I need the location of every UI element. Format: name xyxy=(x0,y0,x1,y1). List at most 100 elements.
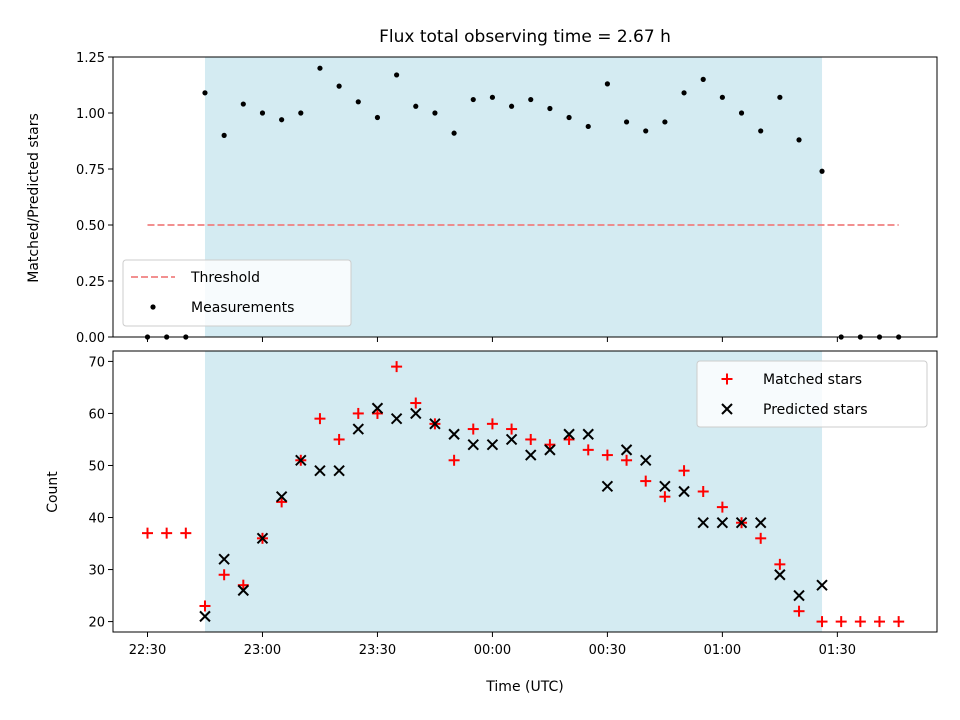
legend-threshold-label: Threshold xyxy=(190,270,260,286)
predicted-star-stroke-b xyxy=(816,579,828,591)
predicted-star-point xyxy=(467,438,479,451)
measurement-point xyxy=(508,103,515,109)
measurement-point xyxy=(623,119,630,125)
matched-star-point xyxy=(621,454,633,466)
predicted-star-stroke-b xyxy=(429,418,441,430)
measurement-point xyxy=(547,105,553,112)
predicted-star-point xyxy=(486,438,499,451)
measurement-point xyxy=(394,72,400,78)
matched-star-point xyxy=(237,579,249,591)
matched-star-point xyxy=(410,397,422,409)
measurement-point xyxy=(374,114,381,121)
matched-star-point xyxy=(371,407,383,419)
predicted-star-stroke-b xyxy=(716,517,729,529)
predicted-star-point xyxy=(525,449,537,461)
bottom-y-tick-label: 20 xyxy=(88,616,105,631)
predicted-star-stroke-b xyxy=(295,454,307,466)
measurement-point xyxy=(566,114,572,121)
matched-star-point xyxy=(352,407,364,419)
bottom-plot-frame xyxy=(112,350,938,633)
predicted-star-stroke-b xyxy=(448,428,460,440)
measurement-point xyxy=(528,96,534,103)
predicted-star-point xyxy=(620,444,633,456)
predicted-star-stroke-b xyxy=(333,464,345,477)
chart-title: Flux total observing time = 2.67 h xyxy=(379,27,671,47)
x-tick-label: 01:00 xyxy=(704,643,741,658)
measurement-point xyxy=(317,65,323,71)
measurement-point xyxy=(662,119,668,125)
predicted-star-stroke-b xyxy=(601,480,614,493)
predicted-star-point xyxy=(601,480,614,493)
matched-star-point xyxy=(854,616,866,628)
measurement-point xyxy=(719,94,725,100)
predicted-star-point xyxy=(429,418,441,430)
predicted-star-point xyxy=(371,402,384,414)
matched-star-point xyxy=(893,616,905,628)
predicted-star-stroke-b xyxy=(371,402,384,414)
measurement-point xyxy=(777,94,783,100)
predicted-star-stroke-b xyxy=(640,454,652,466)
predicted-star-point xyxy=(333,464,345,477)
x-axis-label: Time (UTC) xyxy=(485,679,563,695)
legend-predicted-swatch xyxy=(721,403,733,415)
matched-star-point xyxy=(276,496,288,508)
predicted-star-point xyxy=(640,454,652,466)
predicted-star-stroke-b xyxy=(659,480,671,493)
predicted-star-stroke-b xyxy=(678,485,690,498)
measurement-point xyxy=(336,83,342,89)
top-y-tick-label: 0.00 xyxy=(76,331,105,346)
top-y-tick-label: 0.25 xyxy=(76,275,105,290)
matched-star-point xyxy=(448,454,460,466)
matched-star-point xyxy=(793,605,805,617)
x-tick-label: 23:00 xyxy=(244,643,281,658)
predicted-star-point xyxy=(678,485,690,498)
predicted-star-point xyxy=(256,532,269,545)
matched-star-point xyxy=(544,439,556,451)
legend-predicted-stroke-b xyxy=(721,403,733,415)
measurement-point xyxy=(355,99,361,105)
x-tick-label: 22:30 xyxy=(129,643,166,658)
matched-star-point xyxy=(161,527,173,539)
predicted-star-point xyxy=(199,610,211,623)
predicted-star-point xyxy=(582,428,594,440)
x-tick-label: 01:30 xyxy=(819,643,856,658)
predicted-star-stroke-b xyxy=(199,610,211,623)
matched-star-point xyxy=(874,616,886,628)
measurement-point xyxy=(796,137,802,143)
predicted-star-point xyxy=(563,428,575,440)
measurement-point xyxy=(819,168,825,174)
top-y-tick-label: 0.75 xyxy=(76,163,105,178)
predicted-star-stroke-b xyxy=(505,433,518,446)
top-y-tick-label: 1.00 xyxy=(76,107,105,122)
measurement-point xyxy=(259,110,266,116)
top-plot-frame xyxy=(112,56,938,338)
x-tick-label: 23:30 xyxy=(359,643,396,658)
measurement-point xyxy=(738,110,745,116)
matched-star-point xyxy=(816,616,828,628)
measurement-point xyxy=(700,76,706,82)
predicted-star-point xyxy=(218,553,230,565)
measurement-point xyxy=(470,96,476,103)
predicted-star-stroke-b xyxy=(314,464,326,477)
measurement-point xyxy=(221,132,227,138)
measurement-point xyxy=(758,128,764,134)
matched-star-point xyxy=(716,501,728,513)
legend-measurements-swatch xyxy=(150,304,156,310)
legend-matched-label: Matched stars xyxy=(763,372,862,388)
predicted-star-stroke-b xyxy=(237,584,250,597)
predicted-star-point xyxy=(659,480,671,493)
predicted-star-stroke-b xyxy=(563,428,575,440)
measurement-point xyxy=(298,110,304,116)
predicted-star-point xyxy=(314,464,326,477)
measurement-point xyxy=(413,103,419,109)
bottom-y-axis-label: Count xyxy=(45,471,61,513)
measurement-point xyxy=(202,90,208,96)
matched-star-point xyxy=(640,475,652,487)
measurement-point xyxy=(240,101,246,107)
matched-star-point xyxy=(774,558,786,570)
matched-star-point xyxy=(697,486,709,497)
predicted-star-point xyxy=(754,517,767,529)
matched-star-point xyxy=(391,361,403,373)
top-y-tick-label: 0.50 xyxy=(76,219,105,234)
predicted-star-point xyxy=(505,433,518,446)
